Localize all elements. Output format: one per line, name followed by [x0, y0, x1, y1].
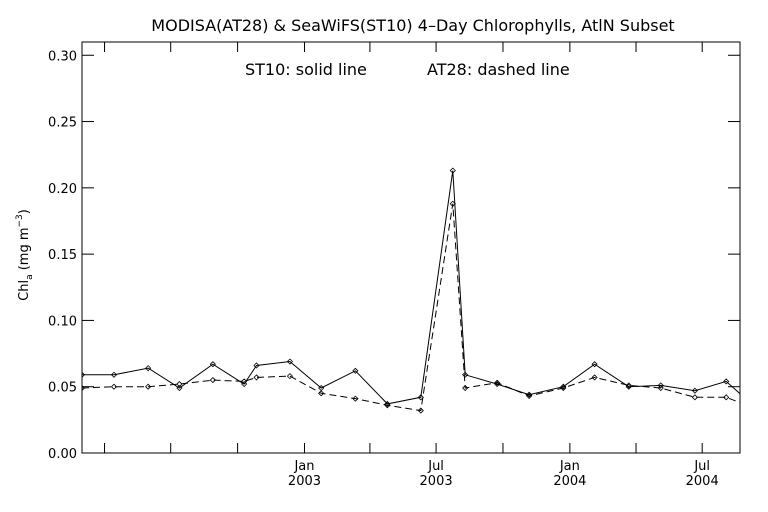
legend-note-st10: ST10: solid line	[245, 60, 367, 79]
y-tick-label: 0.30	[48, 49, 77, 64]
series-group	[82, 167, 763, 414]
x-tick-label-month: Jan	[293, 459, 314, 474]
axes: 0.000.050.100.150.200.250.30Jan2003Jul20…	[48, 42, 740, 489]
legend-note-at28: AT28: dashed line	[427, 60, 570, 79]
data-point-at28	[494, 379, 501, 386]
data-point-st10	[209, 361, 216, 368]
x-tick-label-month: Jul	[693, 459, 710, 474]
data-point-st10	[82, 371, 86, 378]
y-axis-label: Chla (mg m−3)	[15, 209, 35, 301]
chart-title: MODISA(AT28) & SeaWiFS(ST10) 4–Day Chlor…	[151, 16, 674, 35]
series-line-at28	[82, 203, 740, 412]
x-tick-label-year: 2003	[420, 474, 453, 489]
data-point-at28	[286, 373, 294, 380]
data-point-at28	[462, 384, 469, 392]
data-point-at28	[657, 384, 664, 392]
data-point-at28	[691, 394, 698, 401]
x-tick-label-month: Jul	[427, 459, 444, 474]
data-point-st10	[352, 367, 359, 374]
data-point-at28	[209, 377, 216, 384]
x-tick-label-month: Jan	[559, 459, 580, 474]
data-point-at28	[384, 402, 391, 409]
data-point-st10	[286, 358, 294, 365]
y-tick-label: 0.15	[48, 248, 77, 263]
data-point-at28	[253, 374, 260, 381]
data-point-st10	[417, 394, 424, 401]
x-tick-label-year: 2004	[686, 474, 719, 489]
data-point-at28	[318, 390, 325, 397]
data-point-st10	[657, 382, 664, 389]
data-point-st10	[723, 378, 730, 385]
data-point-st10	[758, 409, 763, 414]
data-point-at28	[241, 378, 248, 385]
data-point-st10	[241, 380, 248, 388]
y-axis-label-superscript: −3	[15, 214, 25, 227]
y-tick-label: 0.25	[48, 116, 77, 131]
y-tick-label: 0.20	[48, 182, 77, 197]
data-point-st10	[253, 362, 260, 369]
y-tick-label: 0.00	[48, 447, 77, 462]
data-point-st10	[176, 384, 183, 392]
x-tick-label-year: 2003	[288, 474, 321, 489]
data-point-st10	[462, 371, 469, 378]
y-tick-label: 0.10	[48, 314, 77, 329]
data-point-st10	[110, 371, 118, 378]
data-point-at28	[723, 394, 730, 401]
data-point-at28	[625, 382, 632, 389]
data-point-at28	[526, 392, 533, 400]
data-point-at28	[417, 407, 424, 414]
data-point-st10	[145, 365, 152, 372]
data-point-st10	[384, 400, 391, 408]
y-tick-label: 0.05	[48, 381, 77, 396]
x-tick-label-year: 2004	[553, 474, 586, 489]
data-point-at28	[176, 380, 183, 388]
data-point-at28	[560, 384, 567, 392]
data-point-at28	[82, 384, 86, 392]
y-axis-label-units-close: )	[17, 209, 32, 214]
data-point-at28	[758, 408, 763, 413]
data-point-st10	[526, 391, 533, 398]
data-point-at28	[352, 395, 359, 402]
data-point-st10	[560, 383, 567, 390]
y-axis-label-units: (mg m	[17, 227, 32, 274]
data-point-at28	[449, 200, 456, 207]
y-axis-label-main: Chl	[17, 280, 32, 301]
data-point-at28	[110, 383, 118, 390]
data-point-st10	[591, 361, 598, 368]
plot-frame	[81, 41, 741, 454]
y-axis-label-subscript: a	[25, 274, 35, 280]
series-line-st10	[82, 170, 740, 405]
data-point-st10	[449, 167, 456, 174]
data-point-st10	[691, 387, 698, 394]
data-point-at28	[145, 383, 152, 390]
data-point-at28	[591, 374, 598, 381]
